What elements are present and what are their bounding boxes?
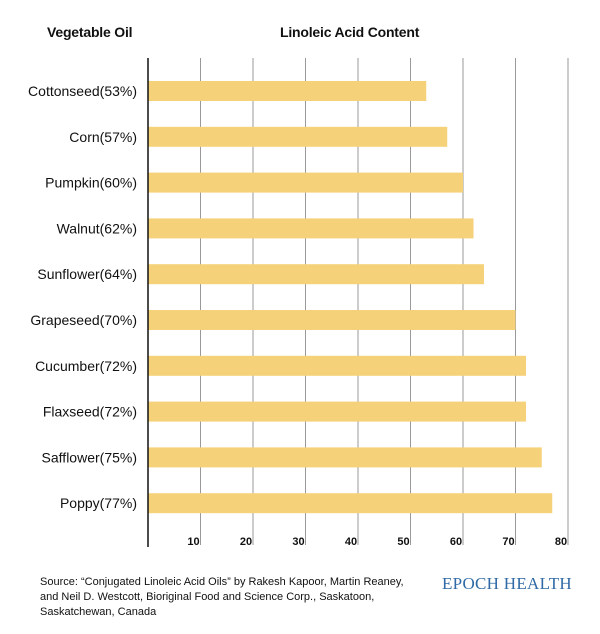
x-tick-label: 10 [187, 536, 199, 548]
x-tick-label: 70 [502, 536, 514, 548]
bar [148, 355, 526, 376]
category-label: Pumpkin(60%) [45, 175, 137, 191]
chart-title: Linoleic Acid Content [280, 24, 420, 40]
bar [148, 401, 526, 422]
category-label: Cottonseed(53%) [28, 83, 137, 99]
category-label: Poppy(77%) [60, 495, 137, 511]
category-label: Sunflower(64%) [37, 266, 137, 282]
x-tick-label: 40 [345, 536, 357, 548]
x-tick-label: 30 [292, 536, 304, 548]
category-label: Flaxseed(72%) [43, 404, 137, 420]
bar [148, 493, 553, 514]
x-tick-label: 50 [397, 536, 409, 548]
bar [148, 264, 484, 285]
bar [148, 172, 463, 193]
category-label: Grapeseed(70%) [30, 312, 137, 328]
x-tick-label: 60 [450, 536, 462, 548]
category-column-heading: Vegetable Oil [47, 24, 133, 40]
category-label: Walnut(62%) [57, 220, 137, 236]
category-label: Safflower(75%) [42, 449, 137, 465]
x-tick-label: 20 [240, 536, 252, 548]
bar [148, 81, 427, 101]
bar [148, 310, 516, 330]
source-note: Source: “Conjugated Linoleic Acid Oils” … [40, 576, 404, 618]
category-label: Corn(57%) [69, 129, 137, 145]
bar [148, 126, 448, 147]
brand-logo: EPOCH HEALTH [442, 574, 573, 593]
bar [148, 218, 474, 239]
x-tick-label: 80 [555, 536, 567, 548]
category-label: Cucumber(72%) [35, 358, 137, 374]
bar [148, 447, 542, 468]
